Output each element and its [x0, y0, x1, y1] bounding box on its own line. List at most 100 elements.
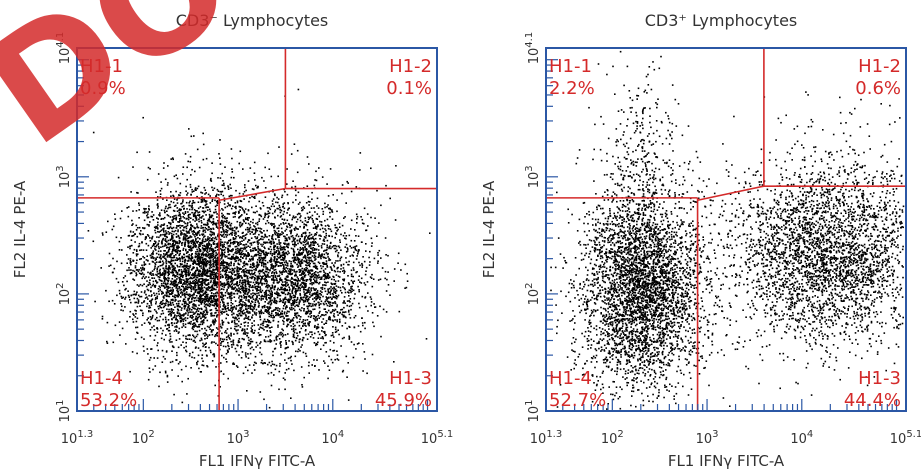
data-point	[336, 199, 338, 201]
data-point	[389, 294, 391, 296]
data-point	[205, 308, 208, 310]
data-point	[171, 244, 174, 246]
data-point	[228, 253, 231, 256]
data-point	[155, 227, 157, 229]
data-point	[315, 299, 317, 301]
data-point	[195, 210, 197, 212]
data-point	[176, 289, 178, 292]
data-point	[171, 264, 174, 267]
data-point	[177, 300, 180, 303]
data-point	[173, 330, 176, 332]
data-point	[209, 275, 211, 278]
data-point	[162, 228, 164, 230]
data-point	[260, 299, 263, 301]
data-point	[166, 251, 168, 254]
data-point	[290, 153, 293, 155]
data-point	[191, 294, 194, 296]
data-point	[192, 260, 194, 262]
data-point	[161, 310, 164, 312]
data-point	[149, 335, 152, 337]
data-point	[281, 254, 284, 256]
data-point	[227, 275, 230, 277]
data-point	[327, 288, 329, 290]
data-point	[321, 330, 323, 332]
data-point	[170, 263, 172, 266]
data-point	[189, 186, 192, 188]
data-point	[315, 273, 317, 276]
data-point	[121, 305, 123, 308]
data-point	[160, 290, 163, 293]
data-point	[185, 227, 188, 230]
data-point	[169, 216, 172, 218]
data-point	[300, 346, 302, 348]
data-point	[302, 247, 304, 249]
data-point	[209, 255, 211, 257]
data-point	[277, 250, 280, 252]
data-point	[239, 216, 241, 218]
data-point	[256, 241, 259, 244]
data-point	[207, 246, 209, 248]
data-point	[176, 241, 178, 243]
data-point	[164, 238, 167, 240]
data-point	[320, 277, 323, 279]
data-point	[157, 196, 159, 198]
data-point	[254, 301, 257, 304]
data-point	[166, 291, 168, 293]
data-point	[188, 354, 191, 357]
data-point	[292, 304, 294, 306]
data-point	[313, 342, 316, 344]
data-point	[219, 284, 221, 287]
data-point	[277, 236, 279, 238]
data-point	[233, 283, 235, 286]
data-point	[237, 259, 240, 262]
data-point	[152, 250, 155, 252]
data-point	[204, 238, 207, 240]
data-point	[359, 152, 362, 154]
data-point	[287, 299, 289, 302]
data-point	[231, 320, 233, 322]
data-point	[205, 311, 208, 313]
data-point	[193, 266, 195, 269]
data-point	[159, 264, 162, 267]
data-point	[312, 278, 315, 280]
data-point	[304, 217, 307, 219]
data-point	[208, 219, 210, 222]
data-point	[259, 326, 262, 329]
data-point	[217, 249, 219, 251]
data-point	[283, 305, 285, 307]
data-point	[206, 365, 208, 367]
data-point	[160, 284, 163, 287]
data-point	[194, 341, 197, 343]
data-point	[180, 296, 182, 298]
data-point	[234, 347, 237, 350]
data-point	[189, 221, 191, 223]
data-point	[314, 211, 316, 213]
data-point	[310, 312, 312, 314]
data-point	[293, 336, 296, 339]
data-point	[282, 329, 284, 332]
data-point	[129, 262, 132, 264]
data-point	[336, 210, 338, 213]
data-point	[190, 242, 193, 245]
data-point	[239, 275, 241, 277]
data-point	[212, 227, 214, 230]
data-point	[185, 269, 188, 272]
data-point	[268, 320, 271, 322]
data-point	[215, 295, 218, 298]
data-point	[283, 284, 286, 286]
data-point	[223, 215, 226, 218]
data-point	[345, 261, 348, 264]
data-point	[177, 214, 180, 217]
data-point	[274, 301, 277, 304]
data-point	[172, 309, 175, 311]
data-point	[320, 265, 322, 267]
data-point	[238, 287, 240, 289]
data-point	[213, 271, 215, 274]
data-point	[205, 298, 208, 301]
data-point	[190, 286, 193, 288]
data-point	[356, 271, 358, 273]
data-point	[181, 318, 183, 321]
data-point	[335, 330, 338, 333]
data-point	[204, 231, 207, 233]
data-point	[181, 241, 184, 244]
